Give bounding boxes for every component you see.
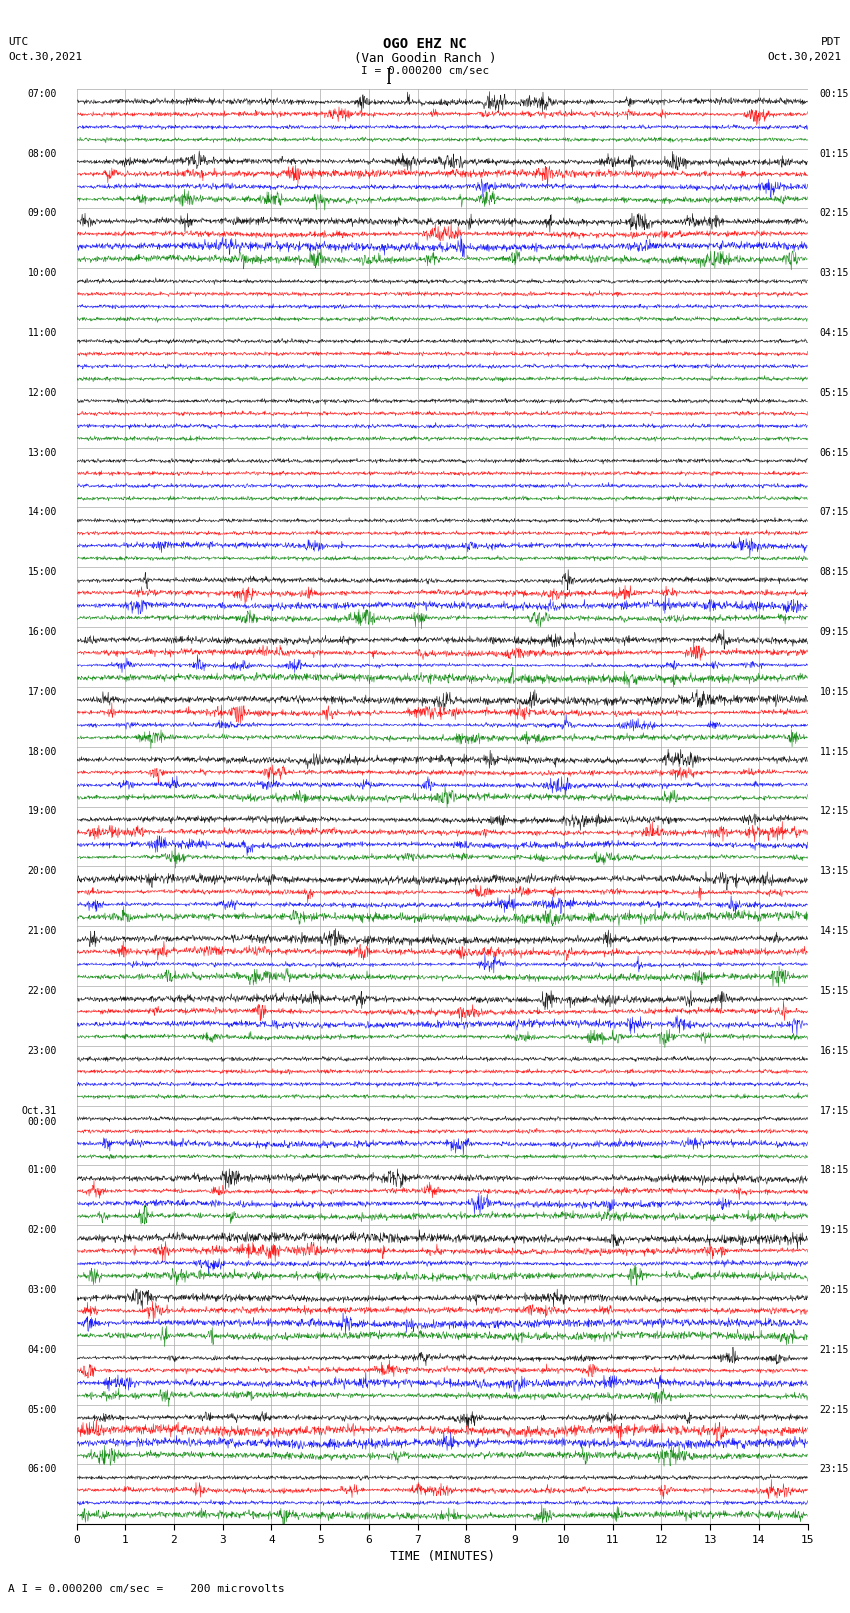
Text: 01:00: 01:00 [28, 1165, 57, 1176]
Text: 09:00: 09:00 [28, 208, 57, 218]
Text: 23:15: 23:15 [819, 1465, 849, 1474]
Text: 13:15: 13:15 [819, 866, 849, 876]
Text: 21:15: 21:15 [819, 1345, 849, 1355]
Text: 18:15: 18:15 [819, 1165, 849, 1176]
Text: 00:15: 00:15 [819, 89, 849, 98]
Text: 12:00: 12:00 [28, 387, 57, 398]
Text: 11:15: 11:15 [819, 747, 849, 756]
Text: 23:00: 23:00 [28, 1045, 57, 1057]
Text: 17:15: 17:15 [819, 1105, 849, 1116]
Text: 07:00: 07:00 [28, 89, 57, 98]
Text: 15:15: 15:15 [819, 986, 849, 995]
Text: 05:00: 05:00 [28, 1405, 57, 1415]
Text: UTC: UTC [8, 37, 29, 47]
Text: 10:15: 10:15 [819, 687, 849, 697]
Text: 02:15: 02:15 [819, 208, 849, 218]
Text: 12:15: 12:15 [819, 806, 849, 816]
Text: Oct.30,2021: Oct.30,2021 [8, 52, 82, 61]
Text: 04:15: 04:15 [819, 327, 849, 339]
Text: OGO EHZ NC: OGO EHZ NC [383, 37, 467, 52]
Text: 06:00: 06:00 [28, 1465, 57, 1474]
Text: 07:15: 07:15 [819, 508, 849, 518]
Text: 19:00: 19:00 [28, 806, 57, 816]
Text: Oct.31
00:00: Oct.31 00:00 [22, 1105, 57, 1127]
Text: PDT: PDT [821, 37, 842, 47]
Text: 20:15: 20:15 [819, 1286, 849, 1295]
Text: 20:00: 20:00 [28, 866, 57, 876]
Text: Oct.30,2021: Oct.30,2021 [768, 52, 842, 61]
Text: 16:00: 16:00 [28, 627, 57, 637]
Text: 17:00: 17:00 [28, 687, 57, 697]
Text: 16:15: 16:15 [819, 1045, 849, 1057]
Text: 04:00: 04:00 [28, 1345, 57, 1355]
Text: 21:00: 21:00 [28, 926, 57, 936]
Text: 11:00: 11:00 [28, 327, 57, 339]
Text: 22:15: 22:15 [819, 1405, 849, 1415]
Text: 05:15: 05:15 [819, 387, 849, 398]
Text: 14:15: 14:15 [819, 926, 849, 936]
Text: (Van Goodin Ranch ): (Van Goodin Ranch ) [354, 52, 496, 65]
X-axis label: TIME (MINUTES): TIME (MINUTES) [389, 1550, 495, 1563]
Text: 08:00: 08:00 [28, 148, 57, 158]
Text: 14:00: 14:00 [28, 508, 57, 518]
Text: 02:00: 02:00 [28, 1226, 57, 1236]
Text: A I = 0.000200 cm/sec =    200 microvolts: A I = 0.000200 cm/sec = 200 microvolts [8, 1584, 286, 1594]
Text: 13:00: 13:00 [28, 448, 57, 458]
Text: 08:15: 08:15 [819, 568, 849, 577]
Text: 10:00: 10:00 [28, 268, 57, 277]
Text: 03:15: 03:15 [819, 268, 849, 277]
Text: 06:15: 06:15 [819, 448, 849, 458]
Text: 19:15: 19:15 [819, 1226, 849, 1236]
Text: 18:00: 18:00 [28, 747, 57, 756]
Text: I = 0.000200 cm/sec: I = 0.000200 cm/sec [361, 66, 489, 76]
Text: 01:15: 01:15 [819, 148, 849, 158]
Text: 09:15: 09:15 [819, 627, 849, 637]
Text: 15:00: 15:00 [28, 568, 57, 577]
Text: 03:00: 03:00 [28, 1286, 57, 1295]
Text: 22:00: 22:00 [28, 986, 57, 995]
